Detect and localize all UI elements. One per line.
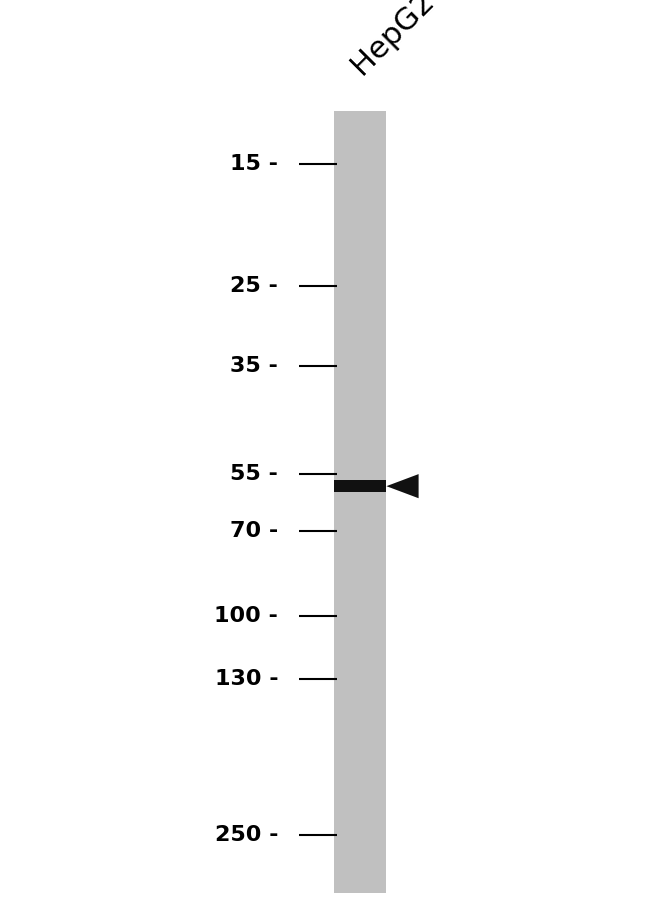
Polygon shape bbox=[387, 474, 419, 498]
Text: 15 -: 15 - bbox=[230, 154, 278, 174]
Text: 55 -: 55 - bbox=[230, 463, 278, 484]
Text: HepG2: HepG2 bbox=[345, 0, 439, 80]
Bar bbox=[334, 111, 387, 893]
Bar bbox=[334, 480, 387, 492]
Text: 130 -: 130 - bbox=[214, 669, 278, 689]
Text: 100 -: 100 - bbox=[214, 606, 278, 626]
Text: 70 -: 70 - bbox=[230, 521, 278, 541]
Text: 25 -: 25 - bbox=[230, 275, 278, 296]
Text: 35 -: 35 - bbox=[230, 356, 278, 376]
Text: 250 -: 250 - bbox=[214, 824, 278, 845]
